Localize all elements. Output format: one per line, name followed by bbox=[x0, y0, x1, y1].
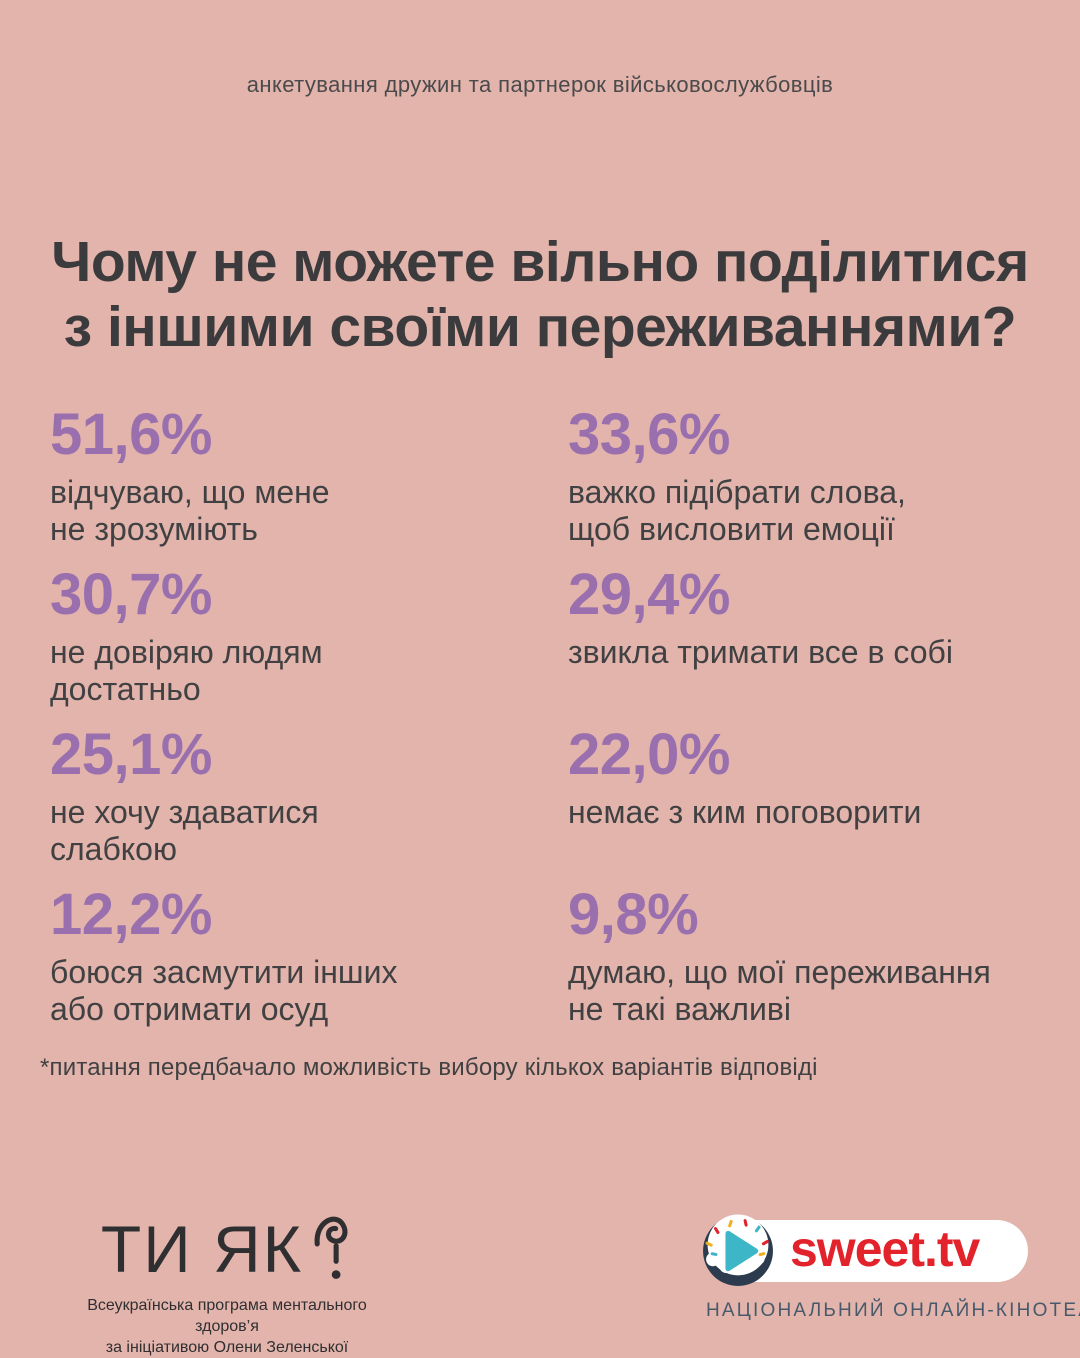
stat-value: 51,6% bbox=[50, 402, 212, 467]
sweettv-wordmark: sweet.tv bbox=[790, 1221, 980, 1277]
donut-icon bbox=[703, 1214, 773, 1286]
stats-grid: 51,6% відчуваю, що мене не зрозуміють 33… bbox=[50, 406, 1040, 1046]
survey-note: анкетування дружин та партнерок військов… bbox=[246, 72, 834, 97]
sweettv-tagline: НАЦІОНАЛЬНИЙ ОНЛАЙН-КІНОТЕАТР bbox=[706, 1300, 1080, 1321]
stat-label: думаю, що мої переживання не такі важлив… bbox=[568, 954, 991, 1028]
stat-value: 30,7% bbox=[50, 562, 212, 627]
stat-item: 25,1% не хочу здаватися слабкою bbox=[50, 726, 568, 886]
page-title: Чому не можете вільно поділитися з іншим… bbox=[51, 230, 1029, 360]
sweettv-logo: sweet.tv НАЦІОНАЛЬНИЙ ОНЛАЙН-КІНОТЕАТР bbox=[703, 1214, 1080, 1322]
sprinkles bbox=[705, 1219, 769, 1257]
stat-item: 51,6% відчуваю, що мене не зрозуміють bbox=[50, 406, 568, 566]
tyyak-tagline: Всеукраїнська програма ментального здоро… bbox=[87, 1297, 367, 1356]
stat-value: 22,0% bbox=[568, 722, 730, 787]
stat-value: 33,6% bbox=[568, 402, 730, 467]
stat-item: 33,6% важко підібрати слова, щоб вислови… bbox=[568, 406, 1040, 566]
stat-value: 9,8% bbox=[568, 882, 699, 947]
tyyak-wordmark: ТИ ЯК bbox=[100, 1212, 304, 1286]
stat-value: 29,4% bbox=[568, 562, 730, 627]
stat-label: не довіряю людям достатньо bbox=[50, 634, 323, 708]
tyyak-logo: ТИ ЯК Всеукраїнська програма ментального… bbox=[62, 1216, 392, 1358]
stat-item: 22,0% немає з ким поговорити bbox=[568, 726, 1040, 886]
stat-label: не хочу здаватися слабкою bbox=[50, 794, 319, 868]
stat-value: 25,1% bbox=[50, 722, 212, 787]
stat-value: 12,2% bbox=[50, 882, 212, 947]
stat-label: немає з ким поговорити bbox=[568, 794, 922, 830]
question-mark-icon bbox=[314, 1216, 348, 1279]
footnote: *питання передбачало можливість вибору к… bbox=[40, 1054, 818, 1081]
stat-label: звикла тримати все в собі bbox=[568, 634, 953, 670]
stat-item: 12,2% боюся засмутити інших або отримати… bbox=[50, 886, 568, 1046]
stat-item: 29,4% звикла тримати все в собі bbox=[568, 566, 1040, 726]
stat-label: боюся засмутити інших або отримати осуд bbox=[50, 954, 398, 1028]
sweettv-pill: sweet.tv bbox=[703, 1214, 1028, 1286]
stat-label: відчуваю, що мене не зрозуміють bbox=[50, 474, 330, 548]
stat-item: 9,8% думаю, що мої переживання не такі в… bbox=[568, 886, 1040, 1046]
stat-item: 30,7% не довіряю людям достатньо bbox=[50, 566, 568, 726]
stat-label: важко підібрати слова, щоб висловити емо… bbox=[568, 474, 906, 548]
play-icon bbox=[725, 1230, 759, 1272]
